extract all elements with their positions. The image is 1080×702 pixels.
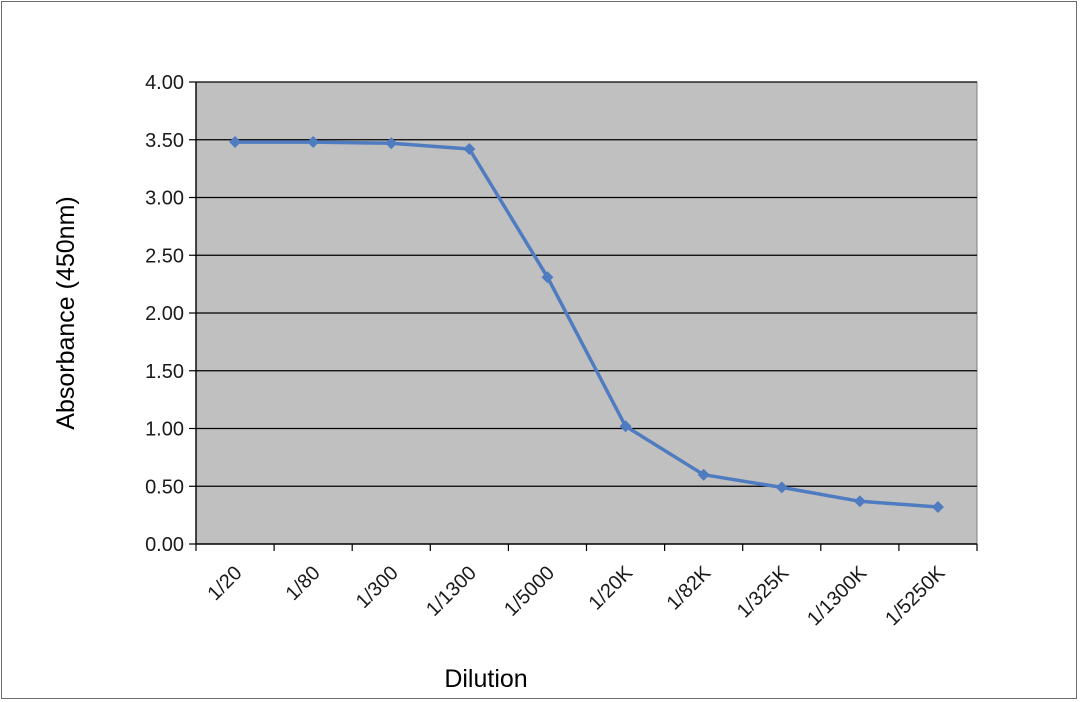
x-tick-label: 1/1300 xyxy=(422,562,481,621)
data-point xyxy=(697,468,710,481)
y-tick-label: 1.00 xyxy=(145,419,184,441)
x-tick-label: 1/325K xyxy=(733,562,794,623)
x-tick-label: 1/1300K xyxy=(803,562,872,631)
y-tick-label: 0.00 xyxy=(145,534,184,556)
y-tick-label: 4.00 xyxy=(145,72,184,94)
data-point xyxy=(229,136,242,149)
y-tick-label: 0.50 xyxy=(145,476,184,498)
data-point xyxy=(853,495,866,508)
data-point xyxy=(931,501,944,514)
y-tick-label: 3.00 xyxy=(145,188,184,210)
data-point xyxy=(385,137,398,150)
x-tick-label: 1/300 xyxy=(352,562,403,613)
data-point xyxy=(463,142,476,155)
x-tick-label: 1/20 xyxy=(203,562,246,605)
x-tick-label: 1/82K xyxy=(663,562,716,615)
x-tick-label: 1/80 xyxy=(282,562,325,605)
x-axis-title: Dilution xyxy=(444,665,527,693)
x-tick-label: 1/20K xyxy=(585,562,638,615)
y-tick-label: 2.00 xyxy=(145,303,184,325)
data-point xyxy=(775,481,788,494)
y-tick-label: 1.50 xyxy=(145,361,184,383)
y-axis-title: Absorbance (450nm) xyxy=(52,196,80,429)
data-point xyxy=(619,420,632,433)
y-tick-label: 2.50 xyxy=(145,245,184,267)
x-tick-label: 1/5250K xyxy=(881,562,950,631)
y-tick-label: 3.50 xyxy=(145,130,184,152)
series-line xyxy=(235,140,939,509)
x-tick-label: 1/5000 xyxy=(500,562,559,621)
data-point xyxy=(541,271,554,284)
data-point xyxy=(307,136,320,149)
